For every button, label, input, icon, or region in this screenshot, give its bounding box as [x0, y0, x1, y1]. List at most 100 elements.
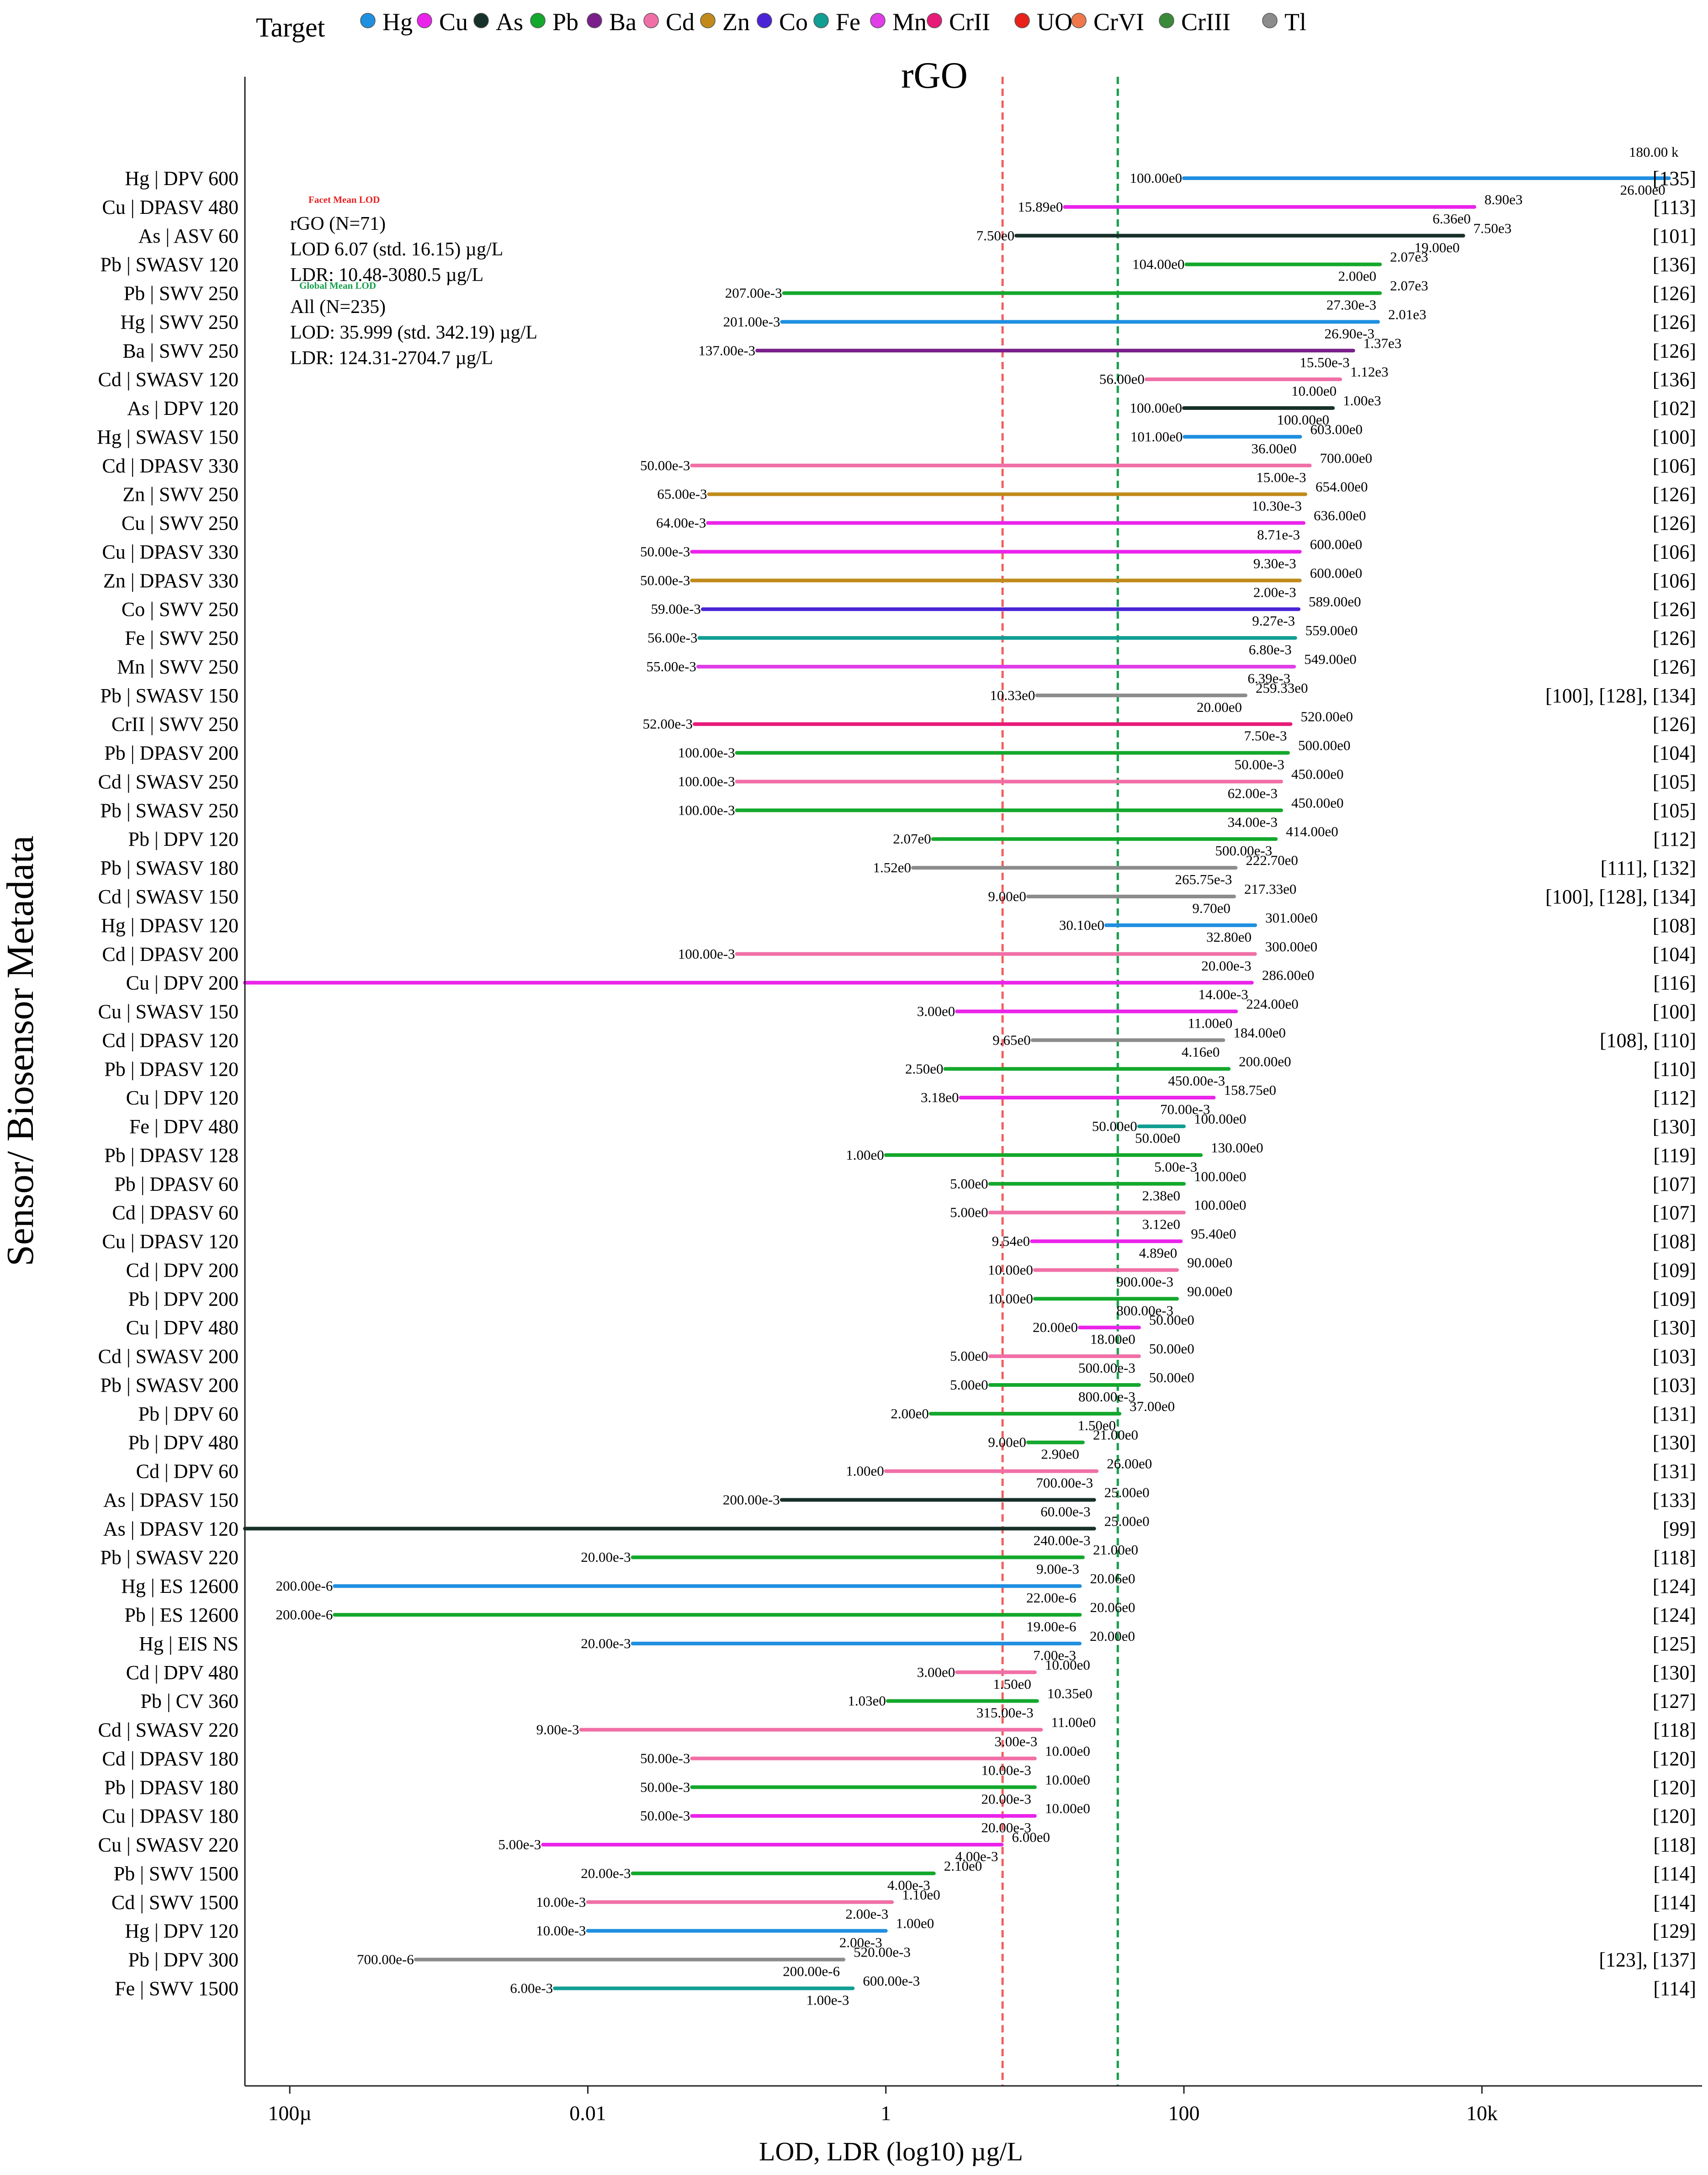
- row-label: Hg | EIS NS: [139, 1633, 239, 1655]
- reference-label: [126]: [1653, 598, 1696, 621]
- range-row: Pb | SWASV 250 100.00e-3 450.00e0 34.00e-3 […: [100, 795, 1696, 830]
- ldr-low-label: 50.00e-3: [640, 1808, 690, 1824]
- row-label: Hg | SWASV 150: [97, 426, 239, 448]
- reference-lines: [1001, 77, 1119, 2086]
- row-label: Pb | DPASV 200: [104, 742, 239, 764]
- ldr-high-label: 25.00e0: [1104, 1484, 1150, 1500]
- ldr-low-label: 50.00e-3: [640, 1750, 690, 1766]
- ldr-high-label: 50.00e0: [1149, 1312, 1194, 1328]
- ldr-high-label: 1.12e3: [1350, 364, 1389, 380]
- ldr-low-label: 200.00e-6: [276, 1578, 333, 1594]
- range-row: Hg | ES 12600 200.00e-6 20.06e0 22.00e-6 [12…: [121, 1570, 1696, 1606]
- reference-label: [126]: [1653, 311, 1696, 333]
- row-label: Cd | SWASV 120: [98, 368, 239, 391]
- reference-label: [129]: [1653, 1920, 1696, 1942]
- ldr-low-label: 65.00e-3: [657, 486, 707, 502]
- row-label: Cu | SWASV 150: [98, 1001, 239, 1023]
- row-label: Hg | DPV 120: [125, 1920, 239, 1942]
- reference-label: [118]: [1653, 1719, 1696, 1741]
- lod-label: 70.00e-3: [1160, 1101, 1210, 1117]
- ldr-low-label: 5.00e-3: [498, 1836, 541, 1852]
- lod-label: 800.00e-3: [1078, 1389, 1135, 1405]
- row-label: Pb | SWASV 180: [100, 857, 239, 879]
- ldr-high-label: 589.00e0: [1309, 594, 1361, 610]
- lod-label: 315.00e-3: [976, 1705, 1034, 1721]
- ldr-high-label: 2.07e3: [1390, 278, 1428, 294]
- legend-label-tl: Tl: [1284, 8, 1306, 36]
- lod-label: 20.00e-3: [981, 1820, 1031, 1835]
- row-label: As | DPASV 150: [103, 1489, 239, 1511]
- ldr-low-label: 9.00e-3: [536, 1722, 579, 1738]
- reference-label: [120]: [1653, 1747, 1696, 1770]
- legend-swatch-crii: [927, 13, 942, 28]
- row-label: Ba | SWV 250: [122, 340, 239, 362]
- legend-swatch-crvi: [1071, 13, 1087, 28]
- legend-label-crvi: CrVI: [1093, 8, 1144, 36]
- ldr-high-label: 559.00e0: [1305, 622, 1358, 638]
- row-label: Zn | SWV 250: [122, 483, 239, 506]
- ldr-high-label: 603.00e0: [1310, 421, 1363, 437]
- reference-label: [114]: [1653, 1862, 1696, 1885]
- ldr-high-label: 21.00e0: [1093, 1542, 1138, 1558]
- range-row: Cd | DPASV 120 9.65e0 184.00e0 4.16e0 [108],…: [102, 1024, 1696, 1060]
- ldr-high-label: 2.10e0: [944, 1858, 982, 1874]
- lod-label: 6.80e-3: [1249, 642, 1292, 658]
- range-row: Pb | SWV 1500 20.00e-3 2.10e0 4.00e-3 [114]: [114, 1858, 1696, 1893]
- ldr-high-label: 6.00e0: [1012, 1829, 1050, 1845]
- lod-label: 6.36e0: [1432, 211, 1471, 227]
- legend-label-uo: UO: [1037, 8, 1072, 36]
- ldr-low-label: 9.00e0: [988, 1434, 1026, 1450]
- ldr-high-label: 414.00e0: [1286, 823, 1338, 839]
- ldr-low-label: 3.00e0: [917, 1003, 955, 1019]
- lod-label: 500.00e-3: [1215, 843, 1272, 859]
- reference-label: [116]: [1653, 972, 1696, 994]
- ldr-high-label: 450.00e0: [1291, 766, 1344, 782]
- lod-label: 20.00e-3: [1201, 958, 1251, 974]
- range-row: As | ASV 60 7.50e0 7.50e3 19.00e0 [101]: [138, 220, 1696, 255]
- reference-label: [130]: [1653, 1316, 1696, 1339]
- ldr-high-label: 184.00e0: [1233, 1024, 1286, 1040]
- legend-label-crii: CrII: [949, 8, 990, 36]
- reference-label: [130]: [1653, 1115, 1696, 1138]
- ldr-low-label: 9.65e0: [992, 1032, 1031, 1048]
- reference-label: [118]: [1653, 1834, 1696, 1856]
- legend-label-cd: Cd: [666, 8, 695, 36]
- range-row: Cu | DPASV 330 50.00e-3 600.00e0 9.30e-3 [10…: [102, 536, 1696, 571]
- ldr-high-label: 1.37e3: [1363, 335, 1402, 351]
- ldr-low-label: 52.00e-3: [643, 716, 693, 732]
- row-label: Fe | SWV 250: [125, 627, 239, 649]
- lod-label: 1.50e0: [1078, 1417, 1116, 1433]
- reference-label: [126]: [1653, 483, 1696, 506]
- reference-label: [100], [128], [134]: [1545, 886, 1696, 908]
- ldr-high-label: 50.00e0: [1149, 1369, 1194, 1385]
- reference-label: [118]: [1653, 1546, 1696, 1569]
- ldr-high-label: 95.40e0: [1191, 1226, 1236, 1242]
- range-row: Pb | DPV 60 2.00e0 37.00e0 1.50e0 [131]: [138, 1398, 1696, 1433]
- row-label: Cd | SWASV 250: [98, 770, 239, 793]
- ldr-high-label: 90.00e0: [1187, 1283, 1232, 1299]
- reference-label: [109]: [1653, 1288, 1696, 1310]
- ldr-high-label: 11.00e0: [1051, 1714, 1096, 1730]
- lod-label: 7.00e-3: [1033, 1647, 1076, 1663]
- row-label: Cd | SWASV 220: [98, 1719, 239, 1741]
- ldr-low-label: 50.00e0: [1092, 1118, 1137, 1134]
- row-label: Cd | SWASV 150: [98, 886, 239, 908]
- legend-title: Target: [256, 12, 325, 42]
- reference-label: [108]: [1653, 914, 1696, 937]
- row-label: Pb | DPASV 180: [104, 1776, 239, 1798]
- row-label: Cu | DPASV 330: [102, 541, 239, 563]
- legend-swatch-cd: [643, 13, 659, 28]
- reference-label: [136]: [1653, 368, 1696, 391]
- range-row: As | DPV 120 100.00e0 1.00e3 100.00e0 [102]: [127, 393, 1696, 428]
- ldr-high-label: 2.01e3: [1388, 306, 1427, 322]
- reference-label: [106]: [1653, 455, 1696, 477]
- lod-label: 22.00e-6: [1026, 1590, 1076, 1606]
- row-label: Pb | SWASV 250: [100, 799, 239, 822]
- ldr-high-label: 286.00e0: [1262, 967, 1315, 983]
- reference-label: [112]: [1653, 1087, 1696, 1109]
- ldr-low-label: 5.00e0: [950, 1377, 988, 1393]
- range-row: Cu | SWASV 220 5.00e-3 6.00e0 4.00e-3 [118]: [98, 1829, 1696, 1864]
- legend-swatch-mn: [870, 13, 886, 28]
- ldr-low-label: 10.00e-3: [536, 1923, 586, 1939]
- ldr-low-label: 50.00e-3: [640, 543, 690, 559]
